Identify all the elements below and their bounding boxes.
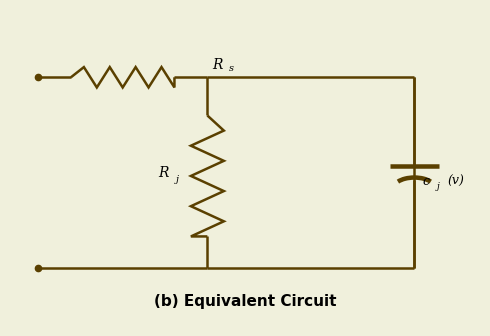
Text: s: s	[228, 65, 234, 74]
Text: (b) Equivalent Circuit: (b) Equivalent Circuit	[154, 294, 336, 309]
Text: j: j	[437, 182, 440, 191]
Text: (v): (v)	[447, 175, 464, 188]
Text: R: R	[158, 166, 169, 180]
Text: j: j	[175, 175, 178, 184]
Text: R: R	[212, 57, 222, 72]
Text: c: c	[423, 175, 430, 188]
